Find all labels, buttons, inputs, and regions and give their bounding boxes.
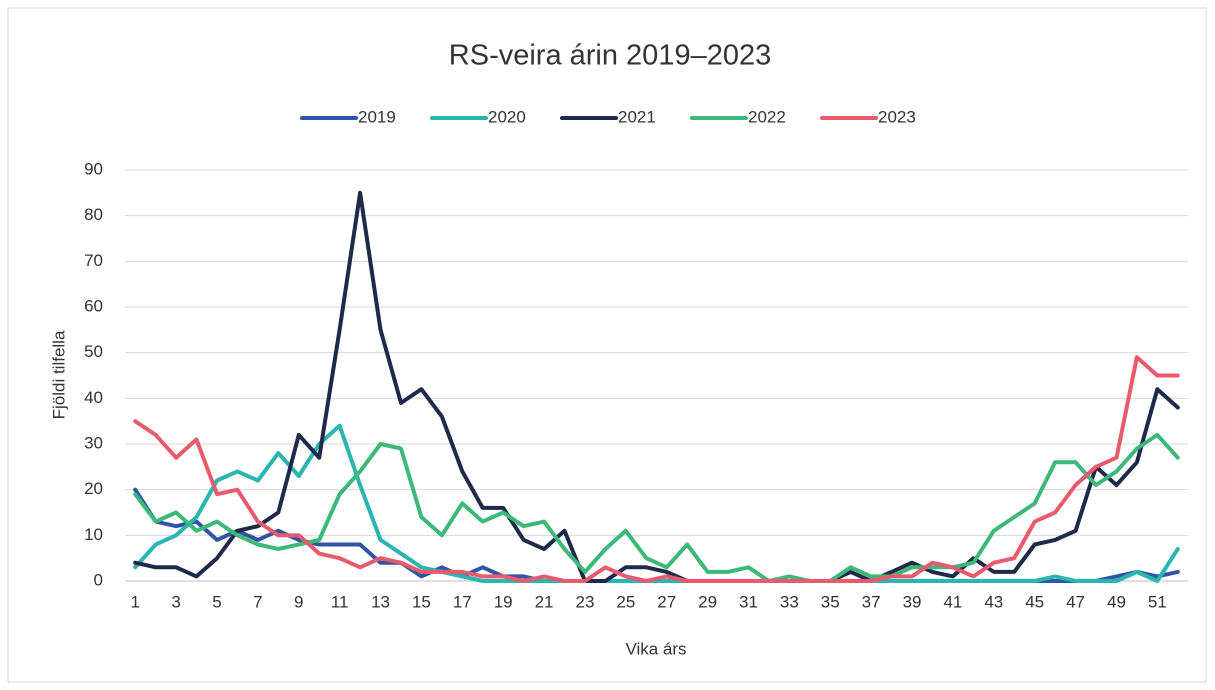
x-tick-label: 47: [1066, 592, 1085, 611]
x-axis-label: Vika árs: [625, 639, 686, 658]
legend-label: 2023: [878, 107, 916, 126]
legend-label: 2019: [358, 107, 396, 126]
legend-label: 2022: [748, 107, 786, 126]
legend-label: 2021: [618, 107, 656, 126]
x-tick-label: 9: [294, 592, 303, 611]
x-tick-label: 43: [984, 592, 1003, 611]
x-tick-label: 49: [1107, 592, 1126, 611]
x-tick-label: 45: [1025, 592, 1044, 611]
x-tick-label: 5: [212, 592, 221, 611]
series-line: [133, 190, 1180, 583]
y-tick-label: 40: [84, 388, 103, 407]
x-tick-label: 17: [453, 592, 472, 611]
y-tick-label: 60: [84, 296, 103, 315]
y-tick-label: 10: [84, 525, 103, 544]
x-tick-label: 23: [575, 592, 594, 611]
x-tick-label: 39: [903, 592, 922, 611]
x-tick-label: 15: [412, 592, 431, 611]
x-tick-label: 1: [130, 592, 139, 611]
x-tick-label: 31: [739, 592, 758, 611]
y-tick-label: 30: [84, 433, 103, 452]
y-tick-label: 20: [84, 479, 103, 498]
x-tick-label: 27: [657, 592, 676, 611]
y-tick-label: 0: [94, 570, 103, 589]
x-tick-label: 7: [253, 592, 262, 611]
y-axis-label: Fjöldi tilfella: [49, 330, 68, 419]
series-line: [133, 423, 1180, 583]
x-tick-label: 41: [943, 592, 962, 611]
x-tick-label: 25: [616, 592, 635, 611]
x-tick-label: 13: [371, 592, 390, 611]
y-tick-label: 50: [84, 342, 103, 361]
y-tick-label: 70: [84, 251, 103, 270]
x-tick-label: 33: [780, 592, 799, 611]
x-tick-label: 51: [1148, 592, 1167, 611]
x-tick-label: 3: [171, 592, 180, 611]
series-line: [133, 355, 1180, 583]
y-tick-label: 80: [84, 205, 103, 224]
chart-title: RS-veira árin 2019–2023: [449, 40, 771, 72]
x-tick-label: 35: [821, 592, 840, 611]
x-tick-label: 37: [862, 592, 881, 611]
legend-label: 2020: [488, 107, 526, 126]
x-tick-label: 29: [698, 592, 717, 611]
y-tick-label: 90: [84, 159, 103, 178]
x-tick-label: 19: [494, 592, 513, 611]
x-tick-label: 11: [331, 592, 349, 611]
x-tick-label: 21: [535, 592, 554, 611]
